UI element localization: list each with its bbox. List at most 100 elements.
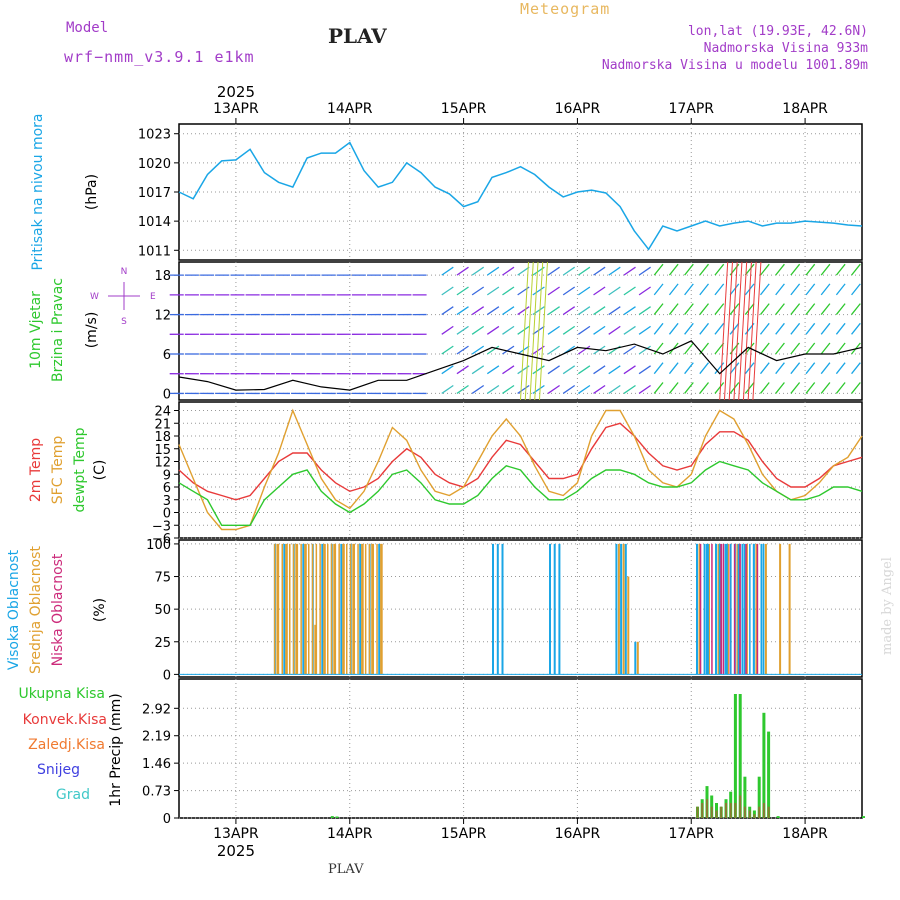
wind-arrow	[684, 283, 694, 296]
cloud-low-bar	[738, 543, 741, 675]
precip-legend-item: Zaledj.Kisa	[28, 737, 105, 753]
lonlat-label: lon,lat (19.93E, 42.6N)	[687, 24, 868, 39]
wind-tick-label: 12	[154, 309, 171, 324]
cloud-fill-bar	[311, 543, 314, 675]
pressure-tick-label: 1011	[138, 244, 171, 259]
wind-arrow	[775, 303, 785, 315]
wind-arrow	[775, 382, 785, 394]
wind-arrow	[577, 384, 591, 394]
cloud-mid-bar	[727, 543, 729, 675]
day-label-top: 14APR	[327, 101, 373, 117]
cloud-low-bar	[720, 543, 722, 675]
wind-gust-stroke	[520, 261, 529, 401]
wind-gust-stroke	[534, 261, 544, 401]
wind-arrow	[593, 365, 606, 375]
wind-arrow	[684, 342, 694, 355]
precip-legend-item: Snijeg	[37, 762, 80, 778]
wind-arrow	[805, 322, 816, 335]
cloud-mid-bar	[333, 543, 336, 675]
wind-arrow	[775, 322, 785, 335]
cloud-fill-bar	[372, 543, 374, 675]
wind-arrow	[456, 345, 469, 355]
cloud-high-bar	[634, 641, 637, 675]
cloud-fill-bar	[715, 543, 717, 675]
wind-arrow	[820, 342, 831, 355]
precip-conv-bar	[710, 806, 713, 818]
wind-arrow	[471, 286, 485, 296]
day-label-top: 15APR	[441, 101, 487, 117]
wind-arrow	[699, 263, 710, 276]
wind-gust-stroke	[752, 261, 762, 401]
wind-arrow	[653, 322, 664, 335]
cloud-fill-bar	[342, 543, 344, 675]
wind-arrow	[562, 384, 576, 394]
wind-arrow	[668, 322, 679, 335]
cloud-fill-bar	[315, 543, 318, 675]
cloud-mid-bar	[622, 543, 625, 675]
wind-arrow	[820, 263, 831, 276]
model-label: Model	[66, 20, 109, 36]
meteogram-title: Meteogram	[520, 0, 611, 18]
wind-arrow	[577, 306, 591, 316]
wind-arrow	[608, 306, 621, 316]
wind-arrow	[851, 322, 861, 335]
wind-arrow	[653, 283, 664, 296]
compass-s: S	[121, 317, 127, 327]
wind-arrow	[471, 365, 485, 375]
cloud-fill-bar	[292, 543, 295, 675]
cloud-high-bar	[620, 543, 623, 675]
cloud-mid-bar	[627, 576, 630, 675]
cloud-fill-bar	[733, 543, 736, 675]
cloud-high-bar	[496, 543, 499, 675]
wind-arrow	[562, 365, 576, 375]
day-label-top: 13APR	[213, 101, 259, 117]
precip-total-bar	[757, 776, 761, 818]
cloud-fill-bar	[285, 543, 287, 675]
wind-arrow	[623, 345, 636, 355]
cloud-mid-bar	[717, 543, 720, 675]
cloud-high-bar	[624, 543, 627, 675]
precip-conv-bar	[729, 803, 732, 818]
wind-arrow	[729, 362, 740, 375]
precip-conv-bar	[725, 803, 727, 818]
wind-arrow	[547, 345, 560, 355]
wind-arrow	[577, 266, 591, 276]
cloud-fill-bar	[707, 543, 709, 675]
cloud-fill-bar	[752, 543, 755, 675]
wind-arrow	[775, 342, 785, 355]
wind-arrow	[820, 362, 831, 375]
wind-arrow	[790, 322, 801, 335]
wind-arrow	[623, 306, 636, 316]
precip-total-bar	[738, 694, 742, 818]
wind-arrow	[805, 382, 816, 394]
wind-arrow	[805, 362, 816, 375]
wind-arrow	[851, 362, 861, 375]
cloud-fill-bar	[289, 543, 291, 675]
temp-unit: (C)	[92, 460, 108, 481]
wind-arrow	[547, 266, 560, 276]
wind-axis-title-2: Brzina i Pravac	[50, 278, 66, 382]
wind-arrow	[593, 384, 606, 394]
precip-legend-item: Konvek.Kisa	[23, 712, 107, 728]
cloud-mid-bar	[371, 543, 374, 675]
cloud-high-bar	[743, 543, 746, 675]
wind-arrow	[517, 266, 530, 276]
precip-panel	[178, 678, 863, 819]
cloud-mid-bar	[285, 543, 288, 675]
day-label-bottom: 13APR	[213, 826, 259, 842]
cloud-mid-bar	[617, 543, 620, 675]
pressure-tick-label: 1023	[138, 128, 171, 143]
cloud-high-bar	[359, 543, 362, 675]
precip-conv-bar	[767, 806, 770, 818]
wind-arrow	[532, 365, 545, 375]
cloud-tick-label: 0	[163, 668, 171, 683]
cloud-mid-bar	[352, 543, 355, 675]
wind-arrow	[502, 306, 515, 316]
wind-tick-label: 6	[163, 348, 171, 363]
wind-gust-stroke	[733, 261, 743, 401]
cloud-axis-title-low: Niska Oblacnost	[50, 553, 66, 666]
wind-arrow	[684, 382, 694, 394]
precip-conv-bar	[739, 795, 742, 818]
cloud-panel	[178, 539, 863, 678]
